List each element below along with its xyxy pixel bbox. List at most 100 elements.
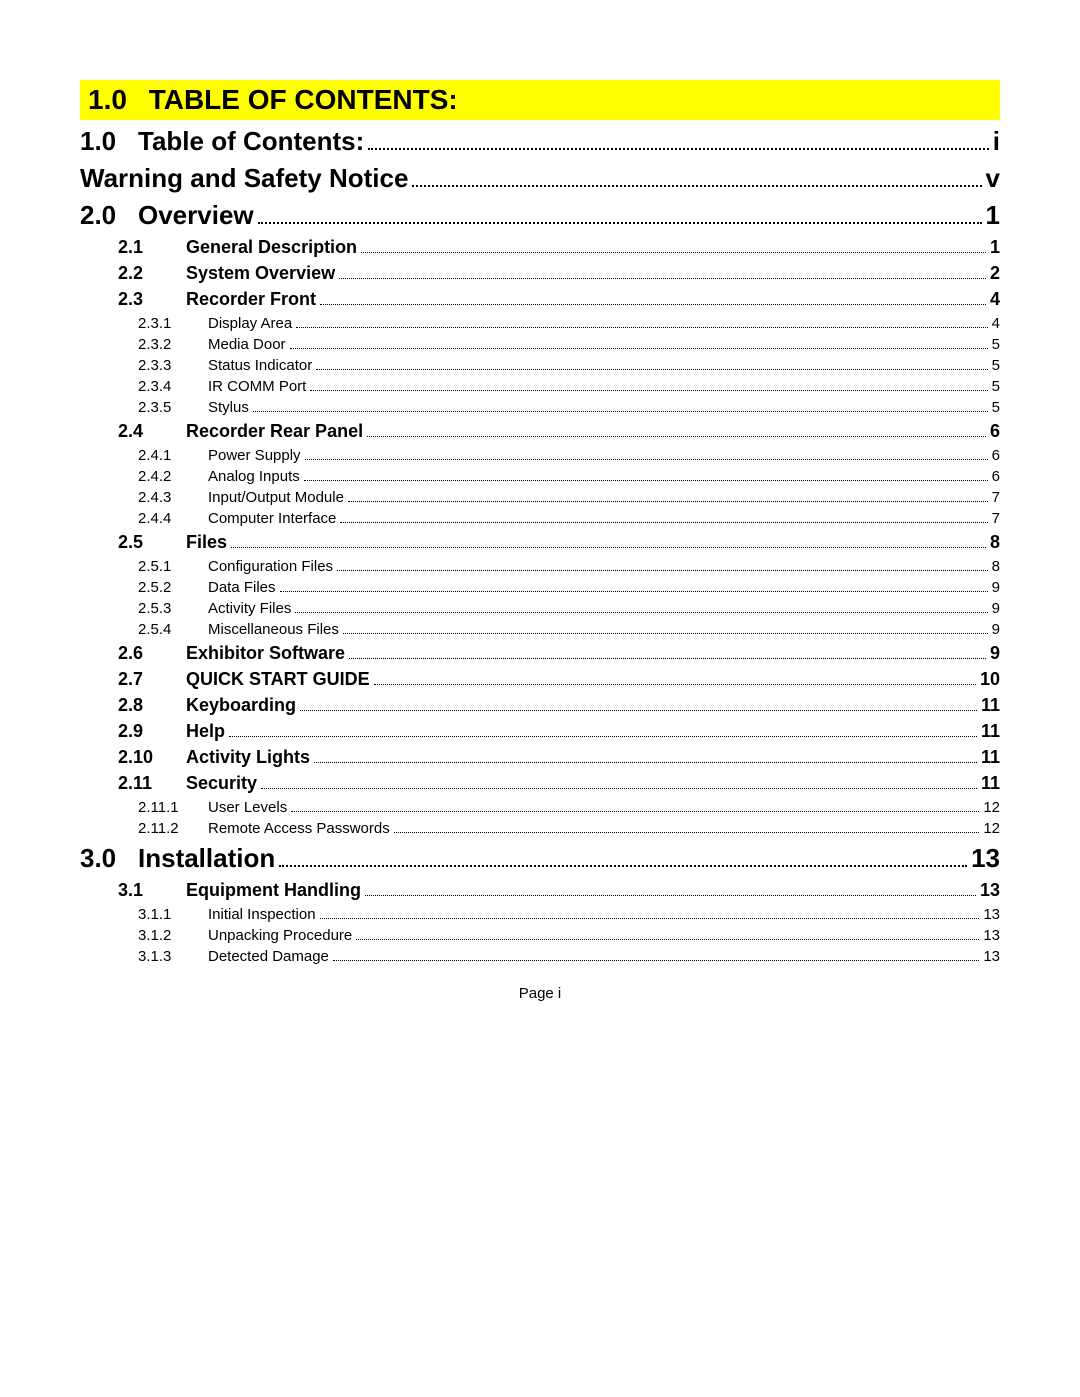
entry-number: 3.1.3 bbox=[138, 948, 208, 965]
entry-page: 12 bbox=[983, 820, 1000, 837]
leader-dots bbox=[394, 832, 980, 833]
entry-title: Media Door bbox=[208, 336, 286, 353]
entry-title: Recorder Front bbox=[186, 289, 316, 310]
toc-entry: 2.3.4IR COMM Port5 bbox=[138, 378, 1000, 395]
entry-number: 2.8 bbox=[118, 695, 186, 716]
toc-entry: 2.6Exhibitor Software9 bbox=[118, 643, 1000, 664]
entry-page: 13 bbox=[983, 906, 1000, 923]
entry-number: 1.0 bbox=[80, 126, 138, 157]
toc-entry: 2.11Security 11 bbox=[118, 773, 1000, 794]
entry-number: 3.1.2 bbox=[138, 927, 208, 944]
leader-dots bbox=[300, 710, 977, 711]
entry-number: 2.3.4 bbox=[138, 378, 208, 395]
leader-dots bbox=[348, 501, 988, 502]
toc-entry: 2.11.1User Levels12 bbox=[138, 799, 1000, 816]
entry-title: Overview bbox=[138, 200, 254, 231]
entry-title: Detected Damage bbox=[208, 948, 329, 965]
entry-title: Data Files bbox=[208, 579, 276, 596]
entry-page: 5 bbox=[992, 336, 1000, 353]
entry-title: Configuration Files bbox=[208, 558, 333, 575]
entry-page: 7 bbox=[992, 510, 1000, 527]
toc-entry: 1.0Table of Contents:i bbox=[80, 126, 1000, 157]
toc-entry: 2.4Recorder Rear Panel6 bbox=[118, 421, 1000, 442]
entry-number: 2.11 bbox=[118, 773, 186, 794]
entry-number: 2.3.3 bbox=[138, 357, 208, 374]
entry-number: 2.1 bbox=[118, 237, 186, 258]
leader-dots bbox=[339, 278, 986, 279]
entry-title: Keyboarding bbox=[186, 695, 296, 716]
entry-page: 5 bbox=[992, 357, 1000, 374]
toc-entry: 2.2System Overview2 bbox=[118, 263, 1000, 284]
entry-title: Remote Access Passwords bbox=[208, 820, 390, 837]
entry-page: 5 bbox=[992, 399, 1000, 416]
toc-entry: 3.1.1Initial Inspection 13 bbox=[138, 906, 1000, 923]
entry-title: Installation bbox=[138, 843, 275, 874]
entry-number: 3.1.1 bbox=[138, 906, 208, 923]
leader-dots bbox=[314, 762, 977, 763]
entry-page: 6 bbox=[992, 447, 1000, 464]
entry-page: 12 bbox=[983, 799, 1000, 816]
toc-entry: 2.3.5Stylus5 bbox=[138, 399, 1000, 416]
leader-dots bbox=[305, 459, 988, 460]
toc-banner: 1.0 TABLE OF CONTENTS: bbox=[80, 80, 1000, 120]
leader-dots bbox=[280, 591, 988, 592]
entry-title: Activity Lights bbox=[186, 747, 310, 768]
entry-page: 8 bbox=[990, 532, 1000, 553]
leader-dots bbox=[261, 788, 977, 789]
entry-page: 8 bbox=[992, 558, 1000, 575]
leader-dots bbox=[316, 369, 987, 370]
entry-page: 13 bbox=[980, 880, 1000, 901]
entry-page: v bbox=[986, 163, 1000, 194]
entry-page: 1 bbox=[990, 237, 1000, 258]
entry-title: Initial Inspection bbox=[208, 906, 316, 923]
toc-entry: 2.10Activity Lights11 bbox=[118, 747, 1000, 768]
entry-page: 6 bbox=[990, 421, 1000, 442]
entry-title: Input/Output Module bbox=[208, 489, 344, 506]
entry-page: 9 bbox=[992, 579, 1000, 596]
entry-page: 9 bbox=[990, 643, 1000, 664]
entry-title: Computer Interface bbox=[208, 510, 336, 527]
entry-title: Security bbox=[186, 773, 257, 794]
toc-entry: 2.7QUICK START GUIDE10 bbox=[118, 669, 1000, 690]
entry-number: 2.4.1 bbox=[138, 447, 208, 464]
entry-number: 2.7 bbox=[118, 669, 186, 690]
leader-dots bbox=[291, 811, 979, 812]
toc-entry: 2.4.2Analog Inputs6 bbox=[138, 468, 1000, 485]
entry-page: 11 bbox=[981, 695, 1000, 716]
leader-dots bbox=[365, 895, 976, 896]
toc-entry: 3.1.2Unpacking Procedure13 bbox=[138, 927, 1000, 944]
leader-dots bbox=[367, 436, 986, 437]
leader-dots bbox=[229, 736, 977, 737]
leader-dots bbox=[337, 570, 988, 571]
leader-dots bbox=[361, 252, 986, 253]
toc-entry: 2.3.1Display Area4 bbox=[138, 315, 1000, 332]
entry-page: 10 bbox=[980, 669, 1000, 690]
leader-dots bbox=[356, 939, 979, 940]
toc-entry: 2.5.1Configuration Files8 bbox=[138, 558, 1000, 575]
toc-body: 1.0Table of Contents:i Warning and Safety… bbox=[80, 126, 1000, 965]
entry-page: 9 bbox=[992, 621, 1000, 638]
leader-dots bbox=[279, 865, 967, 867]
entry-title: User Levels bbox=[208, 799, 287, 816]
entry-number: 2.3.5 bbox=[138, 399, 208, 416]
entry-title: Warning and Safety Notice bbox=[80, 163, 408, 194]
entry-page: 13 bbox=[983, 927, 1000, 944]
entry-number: 2.4.3 bbox=[138, 489, 208, 506]
entry-title: General Description bbox=[186, 237, 357, 258]
leader-dots bbox=[310, 390, 987, 391]
toc-entry: 2.1General Description 1 bbox=[118, 237, 1000, 258]
entry-number: 2.10 bbox=[118, 747, 186, 768]
entry-number: 2.3.2 bbox=[138, 336, 208, 353]
entry-page: 9 bbox=[992, 600, 1000, 617]
entry-number: 2.0 bbox=[80, 200, 138, 231]
entry-page: 11 bbox=[981, 773, 1000, 794]
leader-dots bbox=[368, 148, 988, 150]
leader-dots bbox=[340, 522, 987, 523]
toc-entry: 2.11.2Remote Access Passwords12 bbox=[138, 820, 1000, 837]
entry-title: Activity Files bbox=[208, 600, 291, 617]
toc-entry: 2.3.3Status Indicator5 bbox=[138, 357, 1000, 374]
entry-number: 3.1 bbox=[118, 880, 186, 901]
toc-entry: Warning and Safety Notice v bbox=[80, 163, 1000, 194]
entry-title: Exhibitor Software bbox=[186, 643, 345, 664]
entry-number: 2.5.3 bbox=[138, 600, 208, 617]
